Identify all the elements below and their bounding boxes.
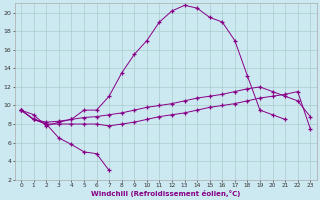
X-axis label: Windchill (Refroidissement éolien,°C): Windchill (Refroidissement éolien,°C) [91, 190, 240, 197]
